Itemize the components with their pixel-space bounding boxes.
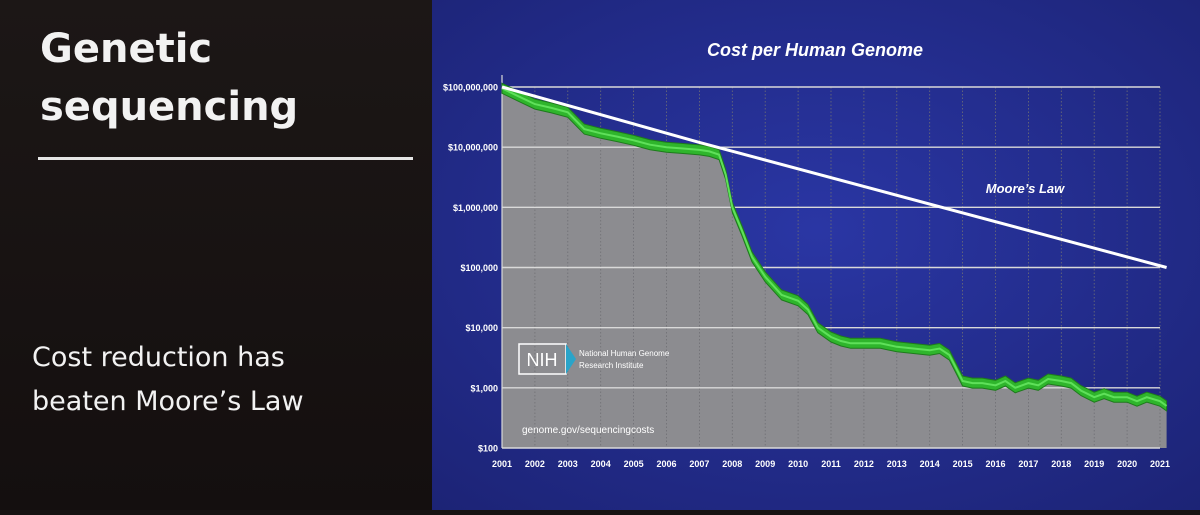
moore-law-label: Moore’s Law (986, 181, 1065, 196)
x-tick-label-2019: 2019 (1084, 459, 1104, 469)
cost-band (501, 82, 1168, 412)
nih-badge-text: NIH (527, 350, 558, 370)
moore-layer (501, 85, 1167, 269)
x-tick-label-2010: 2010 (788, 459, 808, 469)
x-tick-labels: 2001 2002 2003 2004 2005 2006 2007 2008 2009 2010… (492, 459, 1170, 469)
y-tick-label-1: $1,000 (470, 383, 498, 393)
chart-panel: Cost per Human Genome $100 $1,000 $10,000 $… (432, 0, 1200, 510)
source-url: genome.gov/sequencingcosts (522, 425, 654, 436)
x-tick-label-2018: 2018 (1051, 459, 1071, 469)
x-tick-label-2020: 2020 (1117, 459, 1137, 469)
y-tick-label-6: $100,000,000 (443, 83, 498, 93)
nih-logo: NIH National Human Genome Research Insti… (518, 343, 670, 375)
cost-area (502, 88, 1167, 449)
y-tick-label-2: $10,000 (465, 323, 498, 333)
cost-area-layer (502, 88, 1167, 449)
x-tick-label-2002: 2002 (525, 459, 545, 469)
slide-subtitle-line-1: Cost reduction has (32, 342, 285, 373)
y-tick-label-4: $1,000,000 (453, 203, 498, 213)
slide-text-panel: Genetic sequencing Cost reduction has be… (0, 0, 432, 510)
slide-subtitle: Cost reduction has beaten Moore’s Law (32, 336, 422, 424)
x-tick-label-2014: 2014 (920, 459, 940, 469)
x-tick-label-2008: 2008 (722, 459, 742, 469)
y-tick-labels: $100 $1,000 $10,000 $100,000 $1,000,000 $10,0… (443, 83, 498, 454)
chart-title: Cost per Human Genome (707, 40, 923, 60)
x-tick-label-2017: 2017 (1018, 459, 1038, 469)
x-tick-label-2007: 2007 (689, 459, 709, 469)
moore-law-line (501, 85, 1167, 269)
cost-band-layer (501, 82, 1168, 412)
x-tick-label-2013: 2013 (887, 459, 907, 469)
nih-name-line-1: National Human Genome (579, 349, 670, 358)
nih-chevron-icon (566, 344, 576, 374)
slide-title-line-1: Genetic (40, 26, 213, 72)
x-tick-label-2012: 2012 (854, 459, 874, 469)
y-tick-label-3: $100,000 (460, 263, 498, 273)
grid-layer (501, 75, 1161, 449)
x-tick-label-2003: 2003 (558, 459, 578, 469)
x-tick-label-2016: 2016 (985, 459, 1005, 469)
genome-cost-chart: Cost per Human Genome $100$1,000$10,000$… (432, 0, 1200, 510)
x-tick-label-2015: 2015 (953, 459, 973, 469)
slide-title-line-2: sequencing (40, 84, 299, 130)
x-tick-label-2001: 2001 (492, 459, 512, 469)
y-tick-label-5: $10,000,000 (448, 143, 498, 153)
x-tick-label-2005: 2005 (624, 459, 644, 469)
x-tick-label-2021: 2021 (1150, 459, 1170, 469)
x-tick-label-2004: 2004 (591, 459, 611, 469)
cost-line (501, 87, 1168, 407)
slide-title: Genetic sequencing (40, 20, 420, 136)
slide-subtitle-line-2: beaten Moore’s Law (32, 386, 304, 417)
x-tick-label-2011: 2011 (821, 459, 841, 469)
x-tick-label-2009: 2009 (755, 459, 775, 469)
x-tick-label-2006: 2006 (656, 459, 676, 469)
nih-name-line-2: Research Institute (579, 361, 644, 370)
title-underline (38, 157, 413, 160)
y-tick-label-0: $100 (478, 444, 498, 454)
